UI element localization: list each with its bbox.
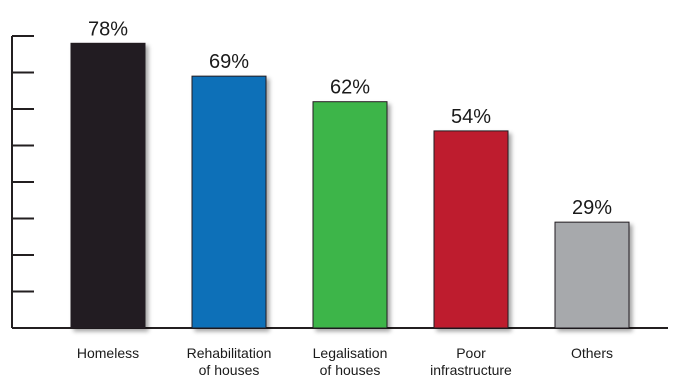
category-label: Others	[571, 345, 613, 361]
value-label: 62%	[330, 77, 370, 99]
bar	[312, 101, 388, 329]
value-label: 69%	[209, 51, 249, 73]
category-label-line: Others	[571, 345, 613, 361]
y-axis	[11, 35, 34, 329]
category-label-line: Poor	[456, 345, 486, 361]
category-label-line: Rehabilitation	[187, 345, 272, 361]
category-label: Rehabilitation of houses	[187, 345, 272, 378]
value-labels: 78% 69% 62% 54% 29%	[88, 18, 612, 219]
category-label: Legalisation of houses	[313, 345, 388, 378]
bar	[433, 130, 509, 329]
value-label: 29%	[572, 197, 612, 219]
category-label-line: Homeless	[77, 345, 139, 361]
bar	[554, 221, 630, 329]
bar	[70, 42, 146, 329]
bars	[70, 42, 630, 329]
value-label: 54%	[451, 106, 491, 128]
bar	[191, 75, 267, 329]
category-label-line: Legalisation	[313, 345, 388, 361]
category-label-line: of houses	[320, 362, 381, 378]
category-label: Homeless	[77, 345, 139, 361]
value-label: 78%	[88, 18, 128, 40]
category-label: Poor infrastructure	[430, 345, 512, 378]
category-label-line: of houses	[199, 362, 260, 378]
category-label-line: infrastructure	[430, 362, 512, 378]
category-labels: Homeless Rehabilitation of housesLegalisat…	[77, 345, 613, 378]
